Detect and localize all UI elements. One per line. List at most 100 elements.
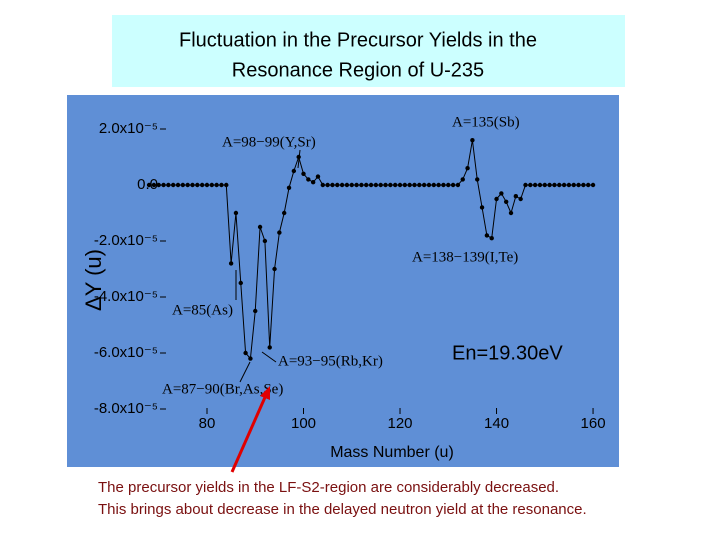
- data-point: [286, 185, 292, 190]
- data-point: [262, 238, 268, 244]
- annotation: A=93−95(Rb,Kr): [278, 353, 383, 369]
- data-point: [528, 182, 533, 188]
- data-point: [146, 182, 152, 188]
- slide-title: Resonance Region of U-235: [232, 59, 484, 81]
- annotation-arrow: [297, 149, 301, 169]
- data-point: [571, 182, 576, 188]
- data-point: [581, 182, 586, 188]
- data-point: [354, 182, 359, 188]
- data-point: [436, 182, 441, 188]
- data-point: [479, 205, 485, 210]
- data-point: [557, 182, 562, 188]
- data-point: [455, 182, 461, 188]
- annotation: A=87−90(Br,As,Se): [162, 381, 283, 397]
- data-point: [412, 182, 417, 188]
- x-tick-label: 140: [484, 415, 509, 432]
- caption: The precursor yields in the LF-S2-region…: [98, 479, 559, 496]
- data-point: [542, 182, 547, 188]
- data-point: [561, 182, 567, 188]
- data-point: [233, 210, 239, 216]
- data-point: [421, 182, 427, 188]
- data-point: [291, 168, 297, 174]
- data-point: [243, 350, 248, 356]
- data-point: [450, 182, 456, 188]
- data-point: [161, 182, 166, 188]
- data-point: [219, 182, 224, 188]
- data-point: [590, 182, 596, 188]
- data-point: [402, 182, 408, 188]
- data-point: [199, 182, 205, 188]
- data-point: [499, 191, 504, 196]
- data-point: [523, 182, 528, 188]
- data-point: [330, 182, 335, 188]
- data-point: [503, 199, 509, 204]
- chart-background: [67, 95, 619, 467]
- data-point: [566, 182, 572, 188]
- data-point: [166, 182, 171, 188]
- data-point: [306, 177, 311, 182]
- annotation: En=19.30eV: [452, 342, 563, 364]
- data-point: [344, 182, 350, 188]
- y-tick-label: -6.0x10⁻⁵: [94, 344, 158, 361]
- data-point: [446, 182, 451, 188]
- data-point: [151, 182, 157, 188]
- data-point: [576, 182, 581, 188]
- x-tick-label: 120: [388, 415, 413, 432]
- slide-title: Fluctuation in the Precursor Yields in t…: [179, 29, 537, 51]
- y-tick-label: -8.0x10⁻⁵: [94, 400, 158, 417]
- data-point: [373, 182, 379, 188]
- data-point: [470, 138, 475, 143]
- data-point: [190, 182, 195, 188]
- data-point: [532, 182, 538, 188]
- data-point: [484, 233, 490, 238]
- annotation: A=85(As): [172, 302, 233, 318]
- annotation: A=135(Sb): [452, 114, 520, 130]
- data-point: [378, 182, 383, 188]
- data-point: [238, 280, 243, 286]
- data-point: [248, 356, 253, 361]
- data-point: [518, 196, 523, 202]
- data-point: [281, 210, 287, 216]
- data-point: [209, 182, 215, 188]
- data-point: [267, 345, 272, 350]
- data-point: [475, 177, 480, 182]
- annotation: A=98−99(Y,Sr): [222, 134, 316, 150]
- data-point: [489, 236, 494, 241]
- annotation: A=138−139(I,Te): [412, 249, 518, 265]
- data-point: [508, 210, 514, 216]
- caption: This brings about decrease in the delaye…: [98, 501, 587, 518]
- data-point: [180, 182, 186, 188]
- x-tick-label: 100: [291, 415, 316, 432]
- data-point: [320, 182, 326, 188]
- data-point: [335, 182, 340, 188]
- data-point: [204, 182, 210, 188]
- data-point: [315, 174, 321, 179]
- data-point: [175, 182, 181, 188]
- data-point: [383, 182, 388, 188]
- data-point: [513, 194, 519, 199]
- data-point: [494, 196, 499, 202]
- data-point: [407, 182, 412, 188]
- y-tick-label: 2.0x10⁻⁵: [99, 120, 158, 137]
- data-point: [325, 182, 330, 188]
- x-tick-label: 160: [581, 415, 606, 432]
- data-point: [460, 177, 465, 182]
- data-point: [552, 182, 557, 188]
- data-point: [417, 182, 422, 188]
- data-point: [465, 166, 470, 171]
- data-point: [214, 182, 219, 188]
- data-point: [195, 182, 200, 188]
- data-point: [339, 182, 345, 188]
- data-point: [388, 182, 393, 188]
- data-point: [368, 182, 374, 188]
- pointer-arrow: [230, 394, 268, 473]
- data-point: [537, 182, 543, 188]
- data-point: [228, 261, 234, 266]
- data-point: [171, 182, 176, 188]
- data-point: [364, 182, 369, 188]
- data-point: [253, 308, 258, 314]
- annotation-arrow: [239, 361, 251, 383]
- data-point: [392, 182, 398, 188]
- data-point: [431, 182, 436, 188]
